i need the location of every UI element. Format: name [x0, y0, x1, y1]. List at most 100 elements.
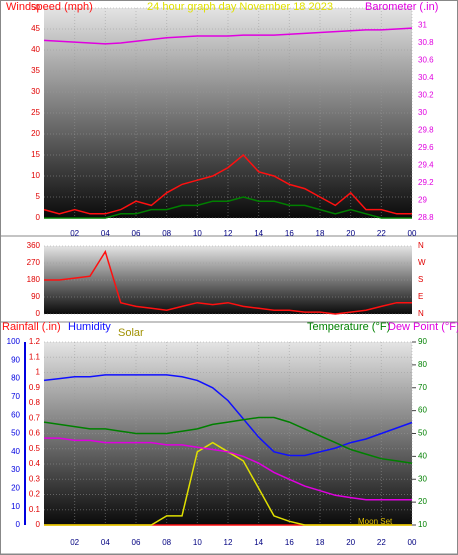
y-tick-label: 10 — [31, 171, 40, 180]
y3-tick-label: 20 — [11, 484, 20, 493]
series-label: Temperature (°F) — [307, 321, 390, 333]
series-line — [43, 374, 413, 457]
x-tick-label: 20 — [346, 229, 355, 238]
y-tick-label: 15 — [31, 150, 40, 159]
y2-tick-label: W — [418, 258, 426, 267]
y-tick-label: 0 — [36, 520, 41, 529]
series-line — [43, 153, 412, 215]
y3-tick-label: 40 — [11, 447, 20, 456]
y-tick-label: 20 — [31, 129, 40, 138]
y-tick-label: 1.1 — [29, 352, 41, 361]
y-tick-label: 5 — [36, 192, 41, 201]
y-tick-label: 0 — [36, 309, 41, 318]
x-tick-label: 14 — [254, 229, 263, 238]
y-tick-label: 1.2 — [29, 337, 41, 346]
y3-tick-label: 100 — [7, 337, 21, 346]
x-tick-label: 08 — [162, 229, 171, 238]
series-label: Barometer (.in) — [365, 1, 438, 13]
series-label: Windspeed (mph) — [6, 1, 93, 13]
y2-tick-label: 29.8 — [418, 126, 434, 135]
y-tick-label: 1 — [36, 368, 41, 377]
y2-tick-label: 29.2 — [418, 178, 434, 187]
y-tick-label: 30 — [31, 87, 40, 96]
y2-tick-label: E — [418, 292, 423, 301]
series-label: Humidity — [68, 321, 111, 333]
y3-tick-label: 50 — [11, 429, 20, 438]
y-tick-label: 0.5 — [29, 444, 41, 453]
y2-tick-label: 30.4 — [418, 73, 434, 82]
y2-tick-label: 30 — [418, 474, 427, 483]
y3-tick-label: 90 — [11, 355, 20, 364]
y2-tick-label: 29 — [418, 196, 427, 205]
y2-tick-label: 29.4 — [418, 161, 434, 170]
x-tick-label: 10 — [193, 229, 202, 238]
x-tick-label: 16 — [285, 229, 294, 238]
x-tick-label: 16 — [285, 538, 294, 547]
y3-tick-label: 70 — [11, 392, 20, 401]
y3-tick-label: 30 — [11, 465, 20, 474]
y-tick-label: 45 — [31, 24, 40, 33]
y-tick-label: 360 — [27, 241, 41, 250]
y2-tick-label: 90 — [418, 337, 427, 346]
x-tick-label: 04 — [101, 538, 110, 547]
y2-tick-label: 30 — [418, 108, 427, 117]
x-tick-label: 08 — [162, 538, 171, 547]
y-tick-label: 0 — [36, 213, 41, 222]
x-tick-label: 02 — [70, 538, 79, 547]
x-tick-label: 00 — [408, 229, 417, 238]
y-tick-label: 0.3 — [29, 474, 41, 483]
y2-tick-label: N — [418, 241, 424, 250]
y2-tick-label: 31 — [418, 21, 427, 30]
series-line — [43, 27, 413, 45]
y2-tick-label: 30.6 — [418, 56, 434, 65]
y2-tick-label: 60 — [418, 406, 427, 415]
y-tick-label: 25 — [31, 108, 40, 117]
y2-tick-label: 20 — [418, 497, 427, 506]
y-tick-label: 40 — [31, 45, 40, 54]
y2-tick-label: 29.6 — [418, 143, 434, 152]
x-tick-label: 04 — [101, 229, 110, 238]
y2-tick-label: 50 — [418, 429, 427, 438]
x-tick-label: 06 — [132, 538, 141, 547]
series-line — [44, 249, 412, 315]
y3-tick-label: 80 — [11, 374, 20, 383]
y2-tick-label: 28.8 — [418, 213, 434, 222]
annotation: Moon Set — [358, 517, 393, 526]
y3-tick-label: 10 — [11, 502, 20, 511]
x-tick-label: 12 — [224, 229, 233, 238]
y2-tick-label: 10 — [418, 520, 427, 529]
y-tick-label: 35 — [31, 66, 40, 75]
y-tick-label: 270 — [27, 258, 41, 267]
series-line — [44, 196, 412, 219]
x-tick-label: 12 — [224, 538, 233, 547]
chart-title: 24 hour graph day November 18 2023 — [147, 1, 333, 13]
y2-tick-label: 70 — [418, 383, 427, 392]
x-tick-label: 14 — [254, 538, 263, 547]
y3-tick-label: 60 — [11, 410, 20, 419]
x-tick-label: 22 — [377, 229, 386, 238]
y-tick-label: 0.7 — [29, 413, 41, 422]
x-tick-label: 18 — [316, 229, 325, 238]
series-line — [44, 437, 412, 501]
y2-tick-label: 30.8 — [418, 38, 434, 47]
x-tick-label: 18 — [316, 538, 325, 547]
y-tick-label: 50 — [31, 3, 40, 12]
series-label: Dew Point (°F) — [388, 321, 458, 333]
x-tick-label: 22 — [377, 538, 386, 547]
x-tick-label: 02 — [70, 229, 79, 238]
y-tick-label: 90 — [31, 292, 40, 301]
y2-tick-label: N — [418, 309, 424, 318]
y2-tick-label: S — [418, 275, 423, 284]
series-label: Solar — [118, 327, 144, 339]
y-tick-label: 0.4 — [29, 459, 41, 468]
y-tick-label: 0.6 — [29, 429, 41, 438]
y3-tick-label: 0 — [16, 520, 21, 529]
x-tick-label: 00 — [408, 538, 417, 547]
y-tick-label: 0.9 — [29, 383, 41, 392]
series-line — [43, 416, 413, 464]
x-tick-label: 10 — [193, 538, 202, 547]
y2-tick-label: 30.2 — [418, 91, 434, 100]
y-tick-label: 0.2 — [29, 490, 41, 499]
x-tick-label: 06 — [132, 229, 141, 238]
